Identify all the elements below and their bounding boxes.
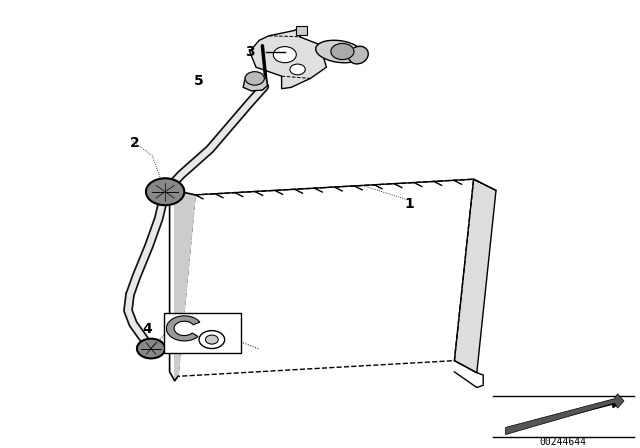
Circle shape bbox=[331, 43, 354, 60]
Text: 00244644: 00244644 bbox=[540, 437, 587, 447]
Polygon shape bbox=[506, 394, 624, 435]
Circle shape bbox=[273, 47, 296, 63]
Text: 5: 5 bbox=[193, 73, 204, 88]
Bar bbox=[164, 313, 241, 353]
Ellipse shape bbox=[349, 46, 368, 64]
Circle shape bbox=[199, 331, 225, 349]
Bar bbox=[296, 26, 307, 35]
Circle shape bbox=[245, 72, 264, 85]
Circle shape bbox=[146, 178, 184, 205]
Polygon shape bbox=[178, 179, 474, 376]
Polygon shape bbox=[243, 75, 268, 91]
Circle shape bbox=[290, 64, 305, 75]
Circle shape bbox=[137, 339, 165, 358]
Text: 1: 1 bbox=[404, 197, 415, 211]
Text: 3: 3 bbox=[244, 44, 255, 59]
Text: 2: 2 bbox=[129, 136, 140, 151]
Polygon shape bbox=[175, 191, 195, 380]
Text: 4: 4 bbox=[142, 322, 152, 336]
Ellipse shape bbox=[316, 40, 363, 63]
Wedge shape bbox=[166, 316, 200, 341]
Polygon shape bbox=[250, 27, 326, 89]
Polygon shape bbox=[454, 179, 496, 373]
Circle shape bbox=[205, 335, 218, 344]
